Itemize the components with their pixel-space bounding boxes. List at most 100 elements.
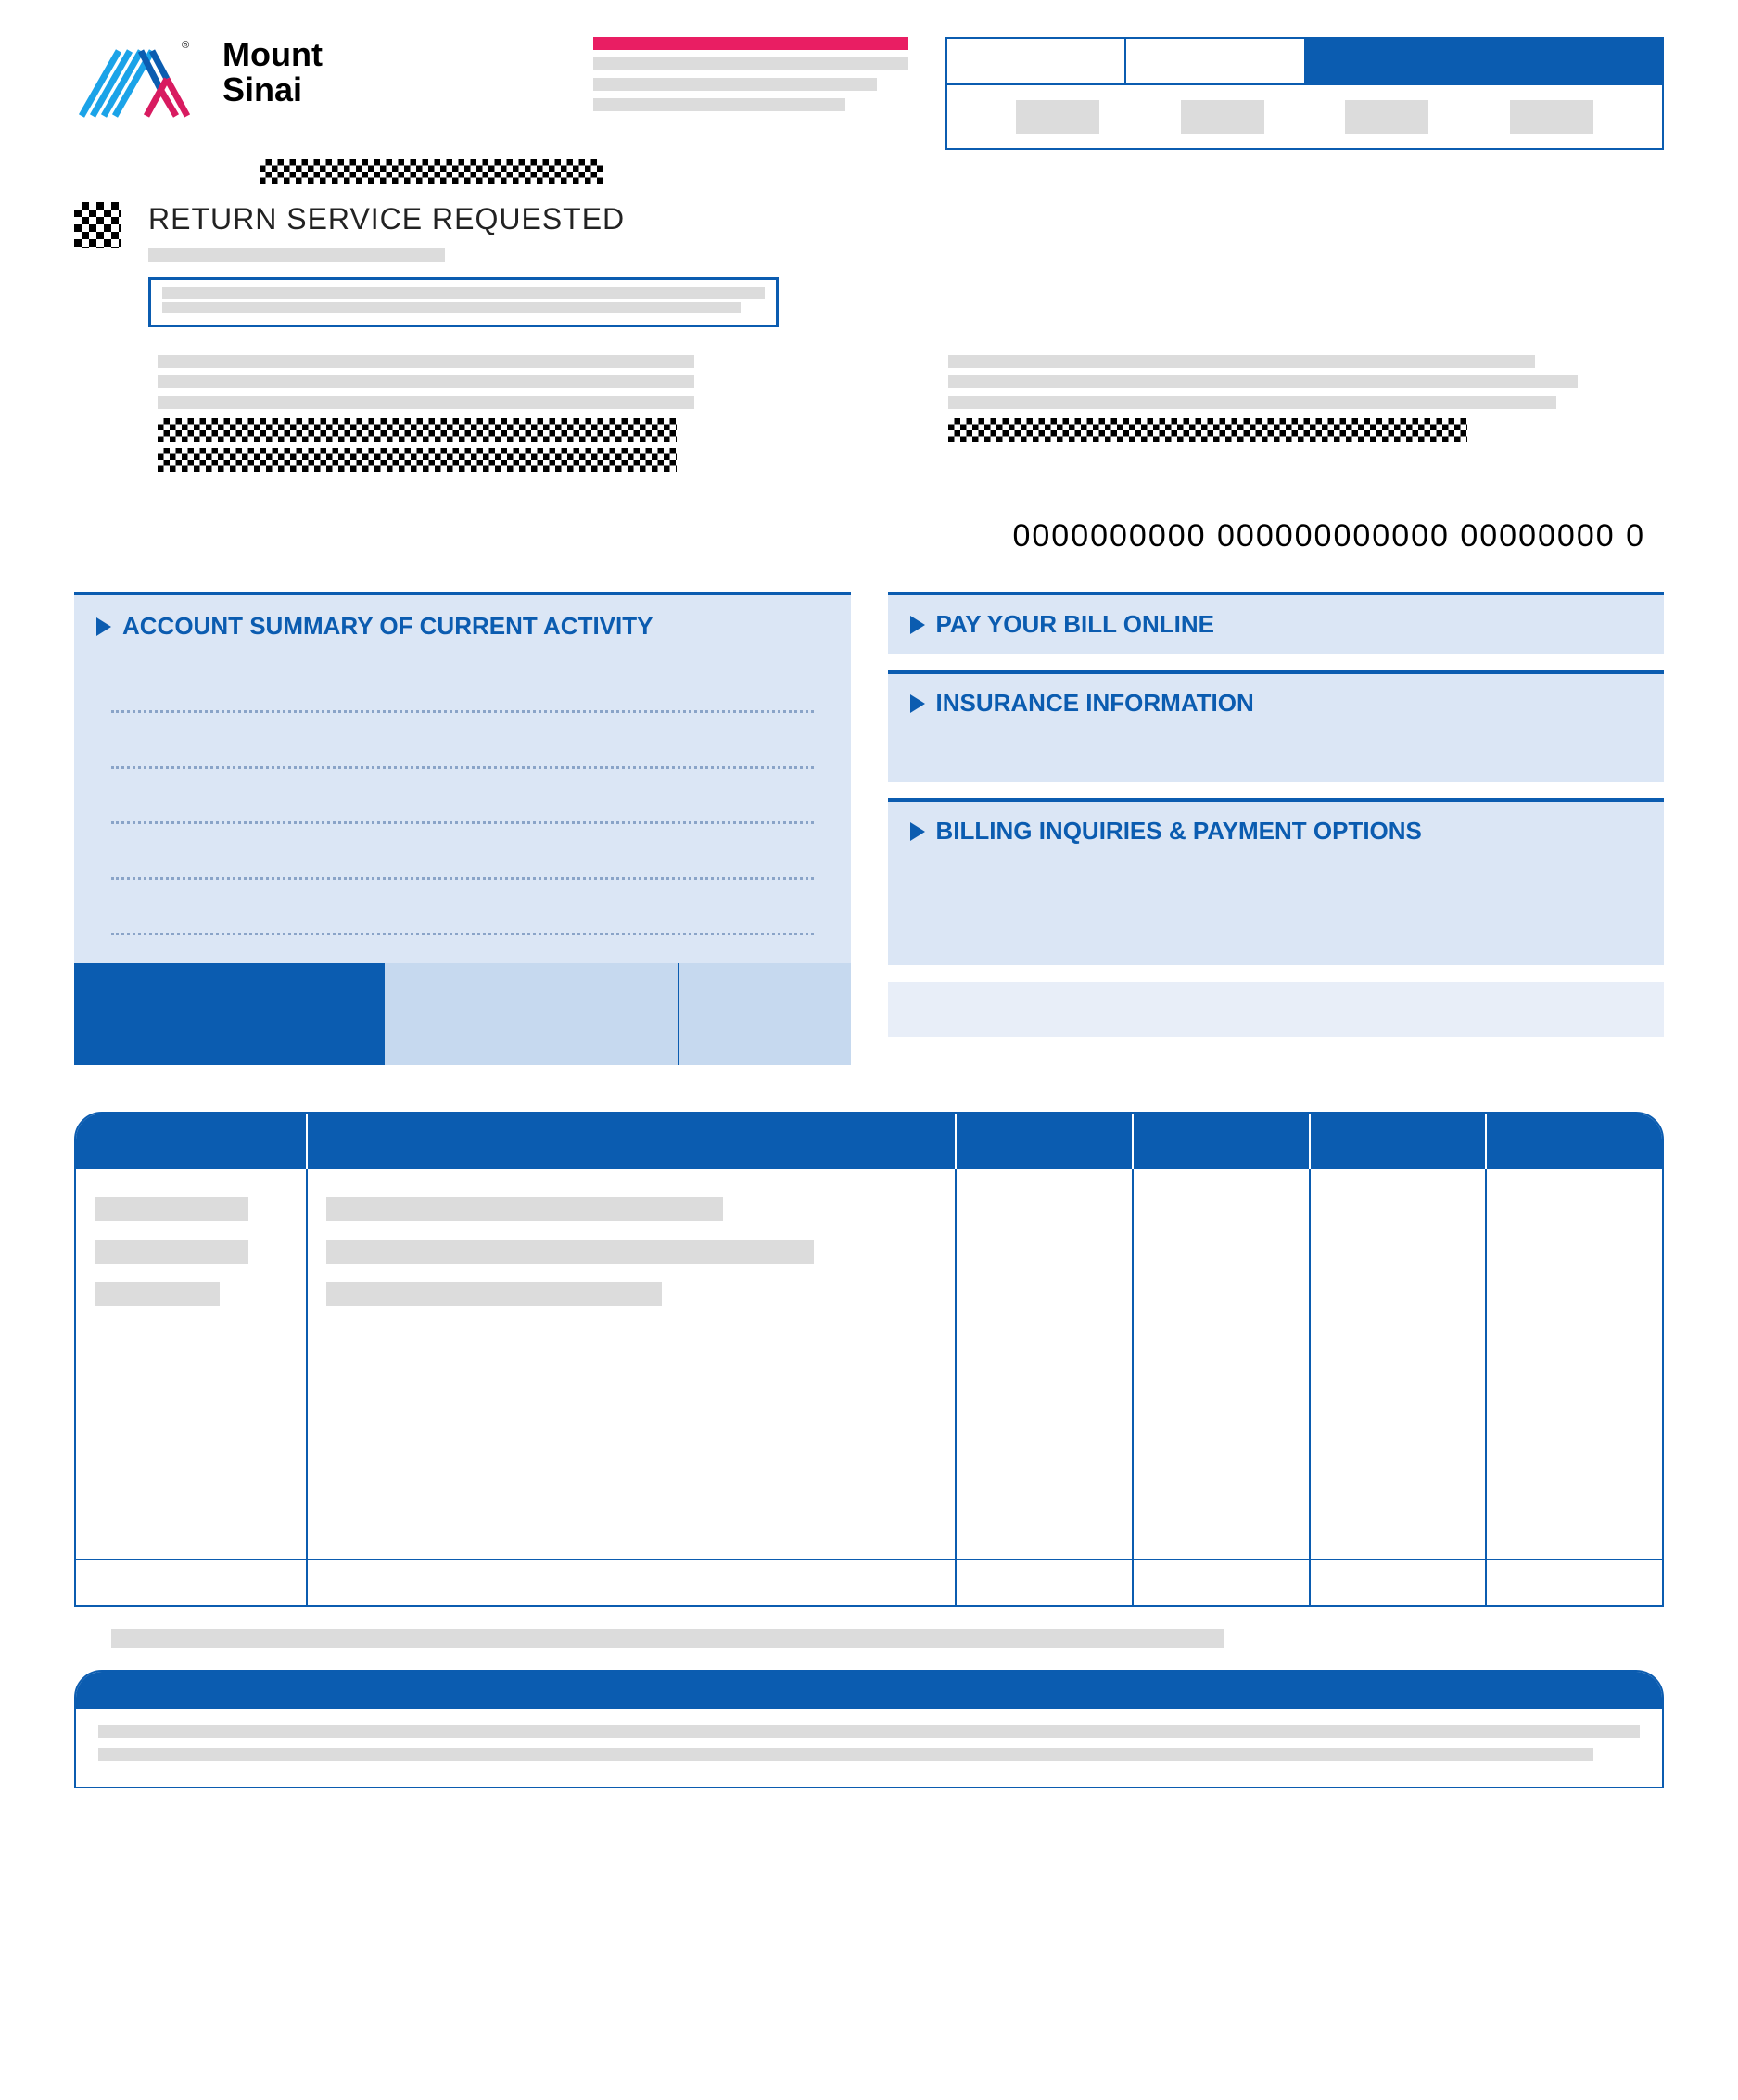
summary-row (111, 880, 814, 935)
column-header (308, 1114, 957, 1169)
stub-value-row (947, 83, 1662, 148)
description-column (308, 1169, 957, 1559)
panel-title: INSURANCE INFORMATION (888, 674, 1665, 732)
redacted-value (1016, 100, 1099, 134)
panel-title: ACCOUNT SUMMARY OF CURRENT ACTIVITY (74, 595, 851, 657)
extra-info-panel (888, 982, 1665, 1037)
message-body (76, 1709, 1662, 1787)
summary-row (111, 657, 814, 713)
stub-cell (947, 39, 1126, 83)
total-value-cell (679, 963, 850, 1065)
payment-stub-table (945, 37, 1664, 150)
redacted-line (593, 78, 877, 91)
address-columns (74, 355, 1664, 472)
summary-totals-row (74, 963, 851, 1065)
charges-detail-table (74, 1112, 1664, 1607)
redacted-line (162, 302, 741, 313)
ocr-scan-line: 0000000000 000000000000 00000000 0 (74, 518, 1664, 554)
total-value-cell (385, 963, 679, 1065)
pay-online-panel: PAY YOUR BILL ONLINE (888, 592, 1665, 654)
insurance-panel: INSURANCE INFORMATION (888, 670, 1665, 782)
triangle-icon (910, 822, 925, 841)
redacted-value (1181, 100, 1264, 134)
panel-title-text: INSURANCE INFORMATION (936, 689, 1254, 718)
account-summary-panel: ACCOUNT SUMMARY OF CURRENT ACTIVITY (74, 592, 851, 1065)
redacted-value (1345, 100, 1428, 134)
footer-cell (76, 1560, 308, 1605)
redacted-line (162, 287, 765, 299)
column-header (957, 1114, 1134, 1169)
address-window-box (148, 277, 779, 327)
header-row: ® Mount Sinai (74, 37, 1664, 150)
redacted-line (948, 355, 1535, 368)
redacted-value (326, 1282, 662, 1306)
column-header (1487, 1114, 1662, 1169)
footer-cell (1134, 1560, 1311, 1605)
return-section: RETURN SERVICE REQUESTED (74, 202, 1664, 346)
redacted-value (1510, 100, 1593, 134)
header-redacted-lines (593, 37, 908, 150)
summary-panels: ACCOUNT SUMMARY OF CURRENT ACTIVITY PAY … (74, 592, 1664, 1065)
column-header (76, 1114, 308, 1169)
column-header (1134, 1114, 1311, 1169)
redaction-checker-strip (158, 418, 677, 442)
footer-cell (308, 1560, 957, 1605)
column-header (1311, 1114, 1488, 1169)
amount-column (1311, 1169, 1488, 1559)
stub-cell (1126, 39, 1305, 83)
redacted-value (95, 1282, 220, 1306)
redacted-line (158, 375, 694, 388)
total-label-cell (74, 963, 385, 1065)
redacted-line (593, 98, 845, 111)
panel-title: BILLING INQUIRIES & PAYMENT OPTIONS (888, 802, 1665, 860)
redacted-value (326, 1240, 814, 1264)
stub-cell-highlighted (1485, 39, 1662, 83)
return-service-label: RETURN SERVICE REQUESTED (148, 202, 1664, 236)
detail-table-body (76, 1169, 1662, 1559)
triangle-icon (910, 616, 925, 634)
mailing-indicator-icon (74, 202, 121, 248)
redaction-checker-strip (260, 159, 603, 184)
recipient-address (948, 355, 1665, 472)
redacted-line (948, 375, 1579, 388)
redacted-value (326, 1197, 723, 1221)
date-column (76, 1169, 308, 1559)
redacted-value (95, 1240, 248, 1264)
footnote-redacted (111, 1629, 1224, 1648)
detail-table-footer (76, 1559, 1662, 1605)
triangle-icon (96, 617, 111, 636)
amount-column (1134, 1169, 1311, 1559)
redacted-line (98, 1725, 1640, 1738)
mount-sinai-logo-icon: ® (74, 37, 204, 121)
summary-row (111, 769, 814, 824)
stub-cell-highlighted (1306, 39, 1485, 83)
panel-title-text: BILLING INQUIRIES & PAYMENT OPTIONS (936, 817, 1422, 846)
stub-header-row (947, 39, 1662, 83)
redacted-line (593, 57, 908, 70)
logo-area: ® Mount Sinai (74, 37, 556, 150)
billing-inquiries-panel: BILLING INQUIRIES & PAYMENT OPTIONS (888, 798, 1665, 965)
panel-title: PAY YOUR BILL ONLINE (888, 595, 1665, 654)
pink-accent-bar (593, 37, 908, 50)
message-header (76, 1672, 1662, 1709)
message-box (74, 1670, 1664, 1788)
redacted-line (158, 396, 694, 409)
svg-text:®: ® (182, 40, 189, 51)
brand-name: Mount Sinai (222, 37, 323, 108)
redacted-value (95, 1197, 248, 1221)
redacted-line (98, 1748, 1593, 1761)
footer-cell (957, 1560, 1134, 1605)
redaction-checker-strip (948, 418, 1467, 442)
panel-title-text: PAY YOUR BILL ONLINE (936, 610, 1215, 639)
redacted-line (148, 248, 445, 262)
triangle-icon (910, 694, 925, 713)
detail-table-header (76, 1114, 1662, 1169)
footer-cell (1487, 1560, 1662, 1605)
footer-cell (1311, 1560, 1488, 1605)
panel-title-text: ACCOUNT SUMMARY OF CURRENT ACTIVITY (122, 612, 653, 641)
redacted-line (948, 396, 1557, 409)
redacted-line (158, 355, 694, 368)
info-panels-column: PAY YOUR BILL ONLINE INSURANCE INFORMATI… (888, 592, 1665, 1065)
amount-column (957, 1169, 1134, 1559)
sender-address (158, 355, 874, 472)
